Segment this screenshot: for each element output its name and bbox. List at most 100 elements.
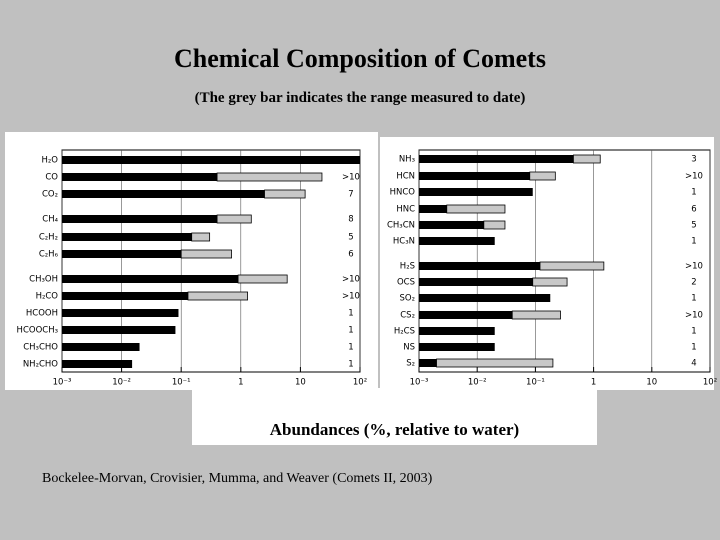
category-label: HNC xyxy=(396,205,415,215)
annotation: 5 xyxy=(691,221,696,231)
category-label: C₂H₆ xyxy=(39,250,59,260)
category-label: OCS xyxy=(397,278,415,288)
category-label: CS₂ xyxy=(400,311,415,321)
bar xyxy=(62,190,265,198)
bar xyxy=(62,173,218,181)
range-bar xyxy=(237,274,288,284)
annotation: 1 xyxy=(348,343,353,353)
category-label: H₂CS xyxy=(394,327,415,337)
category-label: CO xyxy=(45,173,58,183)
annotation: 6 xyxy=(691,205,696,215)
annotation: >10 xyxy=(685,172,703,182)
annotation: 1 xyxy=(691,294,696,304)
annotation: >10 xyxy=(342,275,360,285)
annotation: 8 xyxy=(348,215,353,225)
range-bar xyxy=(216,214,252,224)
annotation: 1 xyxy=(348,309,353,319)
annotation: 1 xyxy=(348,326,353,336)
annotation: >10 xyxy=(342,292,360,302)
bar xyxy=(419,327,495,335)
bar xyxy=(419,205,447,213)
bar xyxy=(419,188,533,196)
annotation: 1 xyxy=(691,237,696,247)
x-tick-label: 10 xyxy=(295,378,306,388)
category-label: HNCO xyxy=(390,188,416,198)
range-bar xyxy=(436,358,554,368)
bar xyxy=(62,292,188,300)
category-label: CH₄ xyxy=(42,215,58,225)
x-tick-label: 10⁻³ xyxy=(53,378,72,388)
bar xyxy=(419,262,541,270)
annotation: >10 xyxy=(685,311,703,321)
bar xyxy=(62,233,192,241)
category-label: CH₃CN xyxy=(387,221,415,231)
category-label: CO₂ xyxy=(42,190,58,200)
range-bar xyxy=(529,171,556,181)
bar xyxy=(62,309,179,317)
bar xyxy=(62,343,140,351)
x-tick-label: 10² xyxy=(703,378,717,388)
slide-title: Chemical Composition of Comets xyxy=(174,44,546,73)
x-tick-label: 10⁻¹ xyxy=(526,378,545,388)
annotation: 5 xyxy=(348,233,353,243)
category-label: H₂O xyxy=(42,156,59,166)
annotation: 2 xyxy=(691,278,696,288)
bar xyxy=(419,155,574,163)
category-label: HCOOH xyxy=(26,309,58,319)
bar xyxy=(419,359,437,367)
category-label: H₂S xyxy=(400,262,415,272)
bar xyxy=(62,250,182,258)
category-label: NH₃ xyxy=(399,155,415,165)
x-tick-label: 10⁻² xyxy=(112,378,131,388)
bar xyxy=(419,221,484,229)
category-label: HCOOCH₃ xyxy=(17,326,58,336)
category-label: HC₃N xyxy=(393,237,415,247)
annotation: 1 xyxy=(348,360,353,370)
bar xyxy=(419,237,495,245)
x-tick-label: 10⁻³ xyxy=(410,378,429,388)
bar xyxy=(419,294,551,302)
category-label: H₂CO xyxy=(36,292,59,302)
x-tick-label: 10 xyxy=(646,378,657,388)
range-bar xyxy=(573,154,601,164)
citation: Bockelee-Morvan, Crovisier, Mumma, and W… xyxy=(42,471,433,486)
panel-left xyxy=(5,132,378,390)
range-bar xyxy=(483,220,506,230)
category-label: NH₂CHO xyxy=(23,360,58,370)
range-bar xyxy=(539,261,605,271)
bar xyxy=(62,156,360,164)
category-label: S₂ xyxy=(406,359,415,369)
bar xyxy=(62,275,239,283)
range-bar xyxy=(180,249,232,259)
category-label: CH₃CHO xyxy=(23,343,58,353)
annotation: 1 xyxy=(691,327,696,337)
category-label: NS xyxy=(403,343,415,353)
category-label: HCN xyxy=(396,172,415,182)
bar xyxy=(419,278,533,286)
annotation: 4 xyxy=(691,359,696,369)
x-tick-label: 10⁻² xyxy=(468,378,487,388)
range-bar xyxy=(446,204,506,214)
category-label: SO₂ xyxy=(400,294,416,304)
x-tick-label: 10⁻¹ xyxy=(172,378,191,388)
bar xyxy=(419,172,530,180)
range-bar xyxy=(532,277,568,287)
x-tick-label: 1 xyxy=(591,378,596,388)
x-axis-label: Abundances (%, relative to water) xyxy=(269,420,520,439)
range-bar xyxy=(264,189,306,199)
category-label: C₂H₂ xyxy=(39,233,58,243)
range-bar xyxy=(216,172,323,182)
annotation: 1 xyxy=(691,188,696,198)
annotation: 7 xyxy=(348,190,353,200)
bar xyxy=(419,343,495,351)
axis-label-box: Abundances (%, relative to water) xyxy=(192,388,597,445)
range-bar xyxy=(191,232,211,242)
annotation: 1 xyxy=(691,343,696,353)
x-tick-label: 1 xyxy=(238,378,243,388)
category-label: CH₃OH xyxy=(29,275,58,285)
bar xyxy=(62,360,133,368)
bar xyxy=(62,326,176,334)
annotation: 3 xyxy=(691,155,696,165)
